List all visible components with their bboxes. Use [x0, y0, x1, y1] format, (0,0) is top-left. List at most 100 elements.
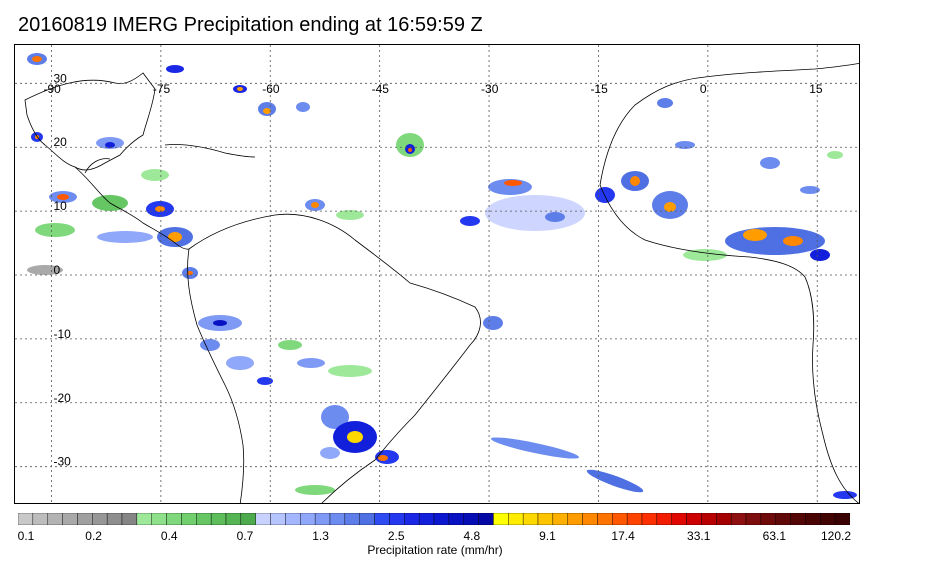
yucatan-coast [84, 158, 111, 174]
colorbar-swatch [834, 513, 850, 525]
colorbar-swatch [225, 513, 242, 525]
precip-cluster [595, 98, 843, 261]
colorbar-swatch [359, 513, 375, 525]
colorbar-swatch [760, 513, 776, 525]
colorbar-swatch [418, 513, 435, 525]
colorbar-swatch [522, 513, 539, 525]
map-canvas: -90 -75 -60 -45 -30 -15 0 15 30 20 10 0 -10 -20 -30 [15, 45, 859, 503]
colorbar-swatch [32, 513, 48, 525]
colorbar-tick-label: 0.7 [236, 529, 254, 543]
colorbar-swatch [121, 513, 138, 525]
colorbar-labels: 0.1 0.2 0.4 0.7 1.3 2.5 4.8 9.1 17.4 33.1 63.1 120.… [0, 529, 944, 545]
colorbar-swatch [255, 513, 271, 525]
colorbar-swatch [626, 513, 643, 525]
colorbar-swatch [745, 513, 762, 525]
longitude-label: -60 [262, 82, 280, 96]
latitude-label: 20 [53, 135, 67, 149]
colorbar-tick-label: 33.1 [687, 529, 711, 543]
latitude-label: 30 [53, 71, 67, 85]
colorbar-swatch [478, 513, 494, 525]
longitude-label: 0 [700, 82, 707, 96]
colorbar-swatch [314, 513, 331, 525]
colorbar-tick-label: 120.2 [820, 529, 852, 543]
colorbar-swatch [106, 513, 123, 525]
colorbar-swatch [374, 513, 390, 525]
colorbar-swatch [196, 513, 212, 525]
precip-cluster [295, 405, 857, 499]
colorbar-swatch [210, 513, 227, 525]
coastlines [24, 62, 859, 503]
colorbar-swatch [166, 513, 182, 525]
colorbar-swatch [686, 513, 702, 525]
colorbar-swatch [597, 513, 613, 525]
longitude-label: -15 [590, 82, 608, 96]
colorbar-swatch [716, 513, 732, 525]
latitude-label: -30 [53, 455, 71, 469]
precip-cluster [27, 53, 310, 149]
colorbar-swatch [790, 513, 806, 525]
colorbar-tick-label: 2.5 [387, 529, 405, 543]
colorbar-swatch [47, 513, 63, 525]
colorbar-swatch [285, 513, 301, 525]
colorbar-swatch [463, 513, 479, 525]
colorbar-title: Precipitation rate (mm/hr) [367, 543, 503, 557]
colorbar-tick-label: 1.3 [312, 529, 329, 543]
latitude-label: -20 [53, 391, 71, 405]
colorbar-swatch [820, 513, 836, 525]
longitude-label: -30 [481, 82, 499, 96]
central-america-coast [74, 166, 190, 250]
colorbar-tick-label: 9.1 [539, 529, 556, 543]
longitude-label: -75 [153, 82, 171, 96]
colorbar-tick-label: 4.8 [463, 529, 481, 543]
colorbar-swatch [582, 513, 598, 525]
colorbar-swatch [612, 513, 628, 525]
colorbar-swatch [329, 513, 346, 525]
precipitation-map: -90 -75 -60 -45 -30 -15 0 15 30 20 10 0 -10 -20 -30 [14, 44, 860, 504]
longitude-label: 15 [809, 82, 823, 96]
precip-cluster [27, 169, 198, 279]
colorbar-tick-label: 63.1 [762, 529, 787, 543]
cuba-coast [164, 144, 256, 158]
colorbar-swatch [552, 513, 568, 525]
colorbar-tick-label: 0.2 [85, 529, 102, 543]
colorbar-swatch [805, 513, 821, 525]
colorbar-swatch [730, 513, 747, 525]
colorbar-swatch [344, 513, 360, 525]
map-title: 20160819 IMERG Precipitation ending at 1… [18, 14, 483, 36]
precipitation-layer [27, 53, 857, 499]
colorbar-swatch [508, 513, 524, 525]
colorbar-tick-label: 0.1 [17, 529, 35, 543]
colorbar-swatch [641, 513, 658, 525]
colorbar-swatch [404, 513, 420, 525]
colorbar-swatch [389, 513, 405, 525]
colorbar-swatch [775, 513, 791, 525]
lat-lon-grid [15, 45, 859, 503]
colorbar-swatch [92, 513, 108, 525]
colorbar-swatch [671, 513, 687, 525]
colorbar-swatch [181, 513, 197, 525]
colorbar-tick-label: 0.4 [160, 529, 178, 543]
latitude-label: 0 [53, 263, 60, 277]
colorbar-swatch [151, 513, 167, 525]
colorbar-swatch [448, 513, 464, 525]
longitude-label: -45 [372, 82, 390, 96]
colorbar-swatch [300, 513, 316, 525]
colorbar-tick-label: 17.4 [611, 529, 635, 543]
colorbar-swatch [240, 513, 256, 525]
precip-cluster [396, 133, 585, 231]
precip-cluster [198, 199, 503, 385]
colorbar-swatch [18, 513, 34, 525]
colorbar-swatch [136, 513, 152, 525]
colorbar-swatch [493, 513, 509, 525]
colorbar-swatch [537, 513, 554, 525]
south-america-coast [187, 213, 481, 503]
colorbar-swatch [433, 513, 450, 525]
africa-coast [599, 62, 859, 503]
colorbar-swatch [656, 513, 672, 525]
colorbar-swatch [270, 513, 286, 525]
colorbar-swatch [701, 513, 717, 525]
colorbar-swatch [77, 513, 93, 525]
colorbar-swatch [62, 513, 78, 525]
latitude-label: 10 [53, 199, 67, 213]
grid-labels: -90 -75 -60 -45 -30 -15 0 15 30 20 10 0 -10 -20 -30 [43, 71, 822, 468]
